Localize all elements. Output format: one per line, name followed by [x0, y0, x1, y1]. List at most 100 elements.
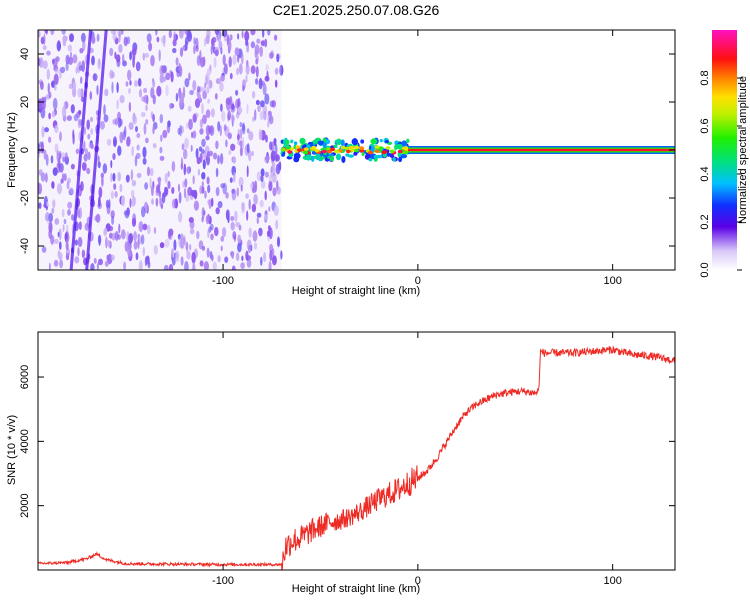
- heatmap-cell: [103, 227, 108, 235]
- heatmap-cell: [317, 140, 325, 146]
- heatmap-cell: [231, 251, 235, 259]
- heatmap-cell: [159, 242, 165, 249]
- heatmap-cell: [269, 141, 273, 151]
- heatmap-cell: [215, 186, 220, 197]
- heatmap-cell: [250, 41, 256, 49]
- heatmap-cell: [163, 264, 169, 270]
- heatmap-cell: [213, 57, 217, 68]
- heatmap-cell: [97, 155, 100, 164]
- heatmap-cell: [122, 130, 126, 141]
- heatmap-cell: [112, 32, 117, 41]
- heatmap-cell: [229, 72, 233, 80]
- heatmap-cell: [184, 178, 188, 188]
- heatmap-cell: [398, 156, 403, 163]
- heatmap-cell: [225, 99, 231, 111]
- heatmap-cell: [259, 199, 264, 208]
- heatmap-cell: [267, 30, 271, 36]
- heatmap-cell: [81, 162, 87, 171]
- heatmap-cell: [86, 167, 91, 175]
- heatmap-cell: [146, 33, 152, 43]
- heatmap-cell: [47, 82, 50, 94]
- heatmap-cell: [199, 57, 205, 68]
- heatmap-cell: [191, 251, 196, 264]
- heatmap-cell: [232, 156, 237, 164]
- heatmap-cell: [205, 109, 211, 118]
- heatmap-cell: [150, 87, 155, 99]
- heatmap-cell: [239, 145, 243, 157]
- heatmap-cell: [58, 252, 63, 261]
- heatmap-cell: [359, 149, 365, 153]
- heatmap-cell: [171, 256, 176, 266]
- heatmap-cell: [53, 73, 59, 86]
- heatmap-cell: [311, 156, 315, 162]
- heatmap-cell: [116, 99, 119, 110]
- colorbar: 0.0 0.2 0.4 0.6 0.8 Normalized spectral ampl…: [699, 30, 749, 278]
- heatmap-cell: [184, 30, 187, 35]
- heatmap-cell: [248, 227, 252, 238]
- heatmap-cell: [237, 106, 243, 114]
- heatmap-cell: [258, 77, 263, 90]
- heatmap-cell: [134, 155, 138, 167]
- snr-axis-ticks: -100 0 100 2000 4000 6000: [19, 332, 675, 587]
- heatmap-cell: [84, 223, 90, 231]
- heatmap-cell: [70, 104, 75, 114]
- heatmap-cell: [205, 124, 211, 136]
- heatmap-cell: [273, 205, 279, 217]
- heatmap-cell: [161, 65, 166, 73]
- heatmap-cell: [54, 238, 59, 244]
- heatmap-cell: [359, 146, 365, 150]
- heatmap-cell: [119, 95, 125, 104]
- heatmap-cell: [236, 67, 240, 76]
- heatmap-cell: [274, 34, 278, 41]
- heatmap-cell: [208, 199, 212, 209]
- heatmap-cell: [153, 227, 157, 234]
- heatmap-cell: [265, 64, 269, 72]
- colorbar-tick-label: 0.0: [699, 262, 711, 277]
- figure-title: C2E1.2025.250.07.08.G26: [273, 2, 440, 18]
- heatmap-cell: [155, 197, 159, 207]
- heatmap-cell: [57, 42, 61, 51]
- heatmap-cell: [238, 63, 243, 75]
- heatmap-cell: [74, 256, 80, 264]
- heatmap-cell: [131, 146, 135, 157]
- heatmap-cell: [50, 30, 55, 36]
- heatmap-cell: [142, 146, 147, 158]
- heatmap-cell: [65, 62, 69, 71]
- heatmap-cell: [229, 34, 233, 41]
- heatmap-cell: [197, 168, 200, 176]
- heatmap-cell: [151, 185, 154, 197]
- heatmap-cell: [69, 51, 73, 58]
- heatmap-cell: [264, 38, 268, 48]
- heatmap-cell: [148, 42, 153, 52]
- heatmap-cell: [334, 149, 340, 154]
- heatmap-cell: [79, 48, 84, 54]
- heatmap-cell: [185, 193, 190, 202]
- heatmap-cell: [171, 198, 176, 209]
- heatmap-cell: [61, 30, 66, 35]
- heatmap-cell: [245, 64, 250, 75]
- heatmap-cell: [222, 54, 226, 66]
- heatmap-cell: [188, 217, 194, 223]
- heatmap-cell: [258, 129, 263, 141]
- heatmap-cell: [211, 39, 215, 51]
- heatmap-cell: [271, 162, 276, 168]
- heatmap-cell: [127, 250, 132, 257]
- heatmap-cell: [159, 146, 163, 154]
- heatmap-cell: [263, 214, 269, 221]
- heatmap-cell: [167, 180, 171, 189]
- heatmap-cell: [54, 218, 60, 225]
- heatmap-cell: [250, 65, 256, 75]
- heatmap-cell: [246, 165, 249, 178]
- heatmap-cell: [83, 140, 86, 152]
- heatmap-cell: [245, 74, 248, 83]
- heatmap-cell: [54, 68, 60, 75]
- heatmap-cell: [52, 167, 58, 176]
- heatmap-cell: [75, 148, 80, 155]
- heatmap-cell: [172, 47, 177, 54]
- heatmap-cell: [197, 85, 201, 93]
- heatmap-cell: [385, 146, 391, 150]
- heatmap-cell: [131, 195, 136, 208]
- snr-series-line: [38, 345, 675, 570]
- heatmap-cell: [98, 258, 103, 266]
- heatmap-cell: [269, 250, 273, 261]
